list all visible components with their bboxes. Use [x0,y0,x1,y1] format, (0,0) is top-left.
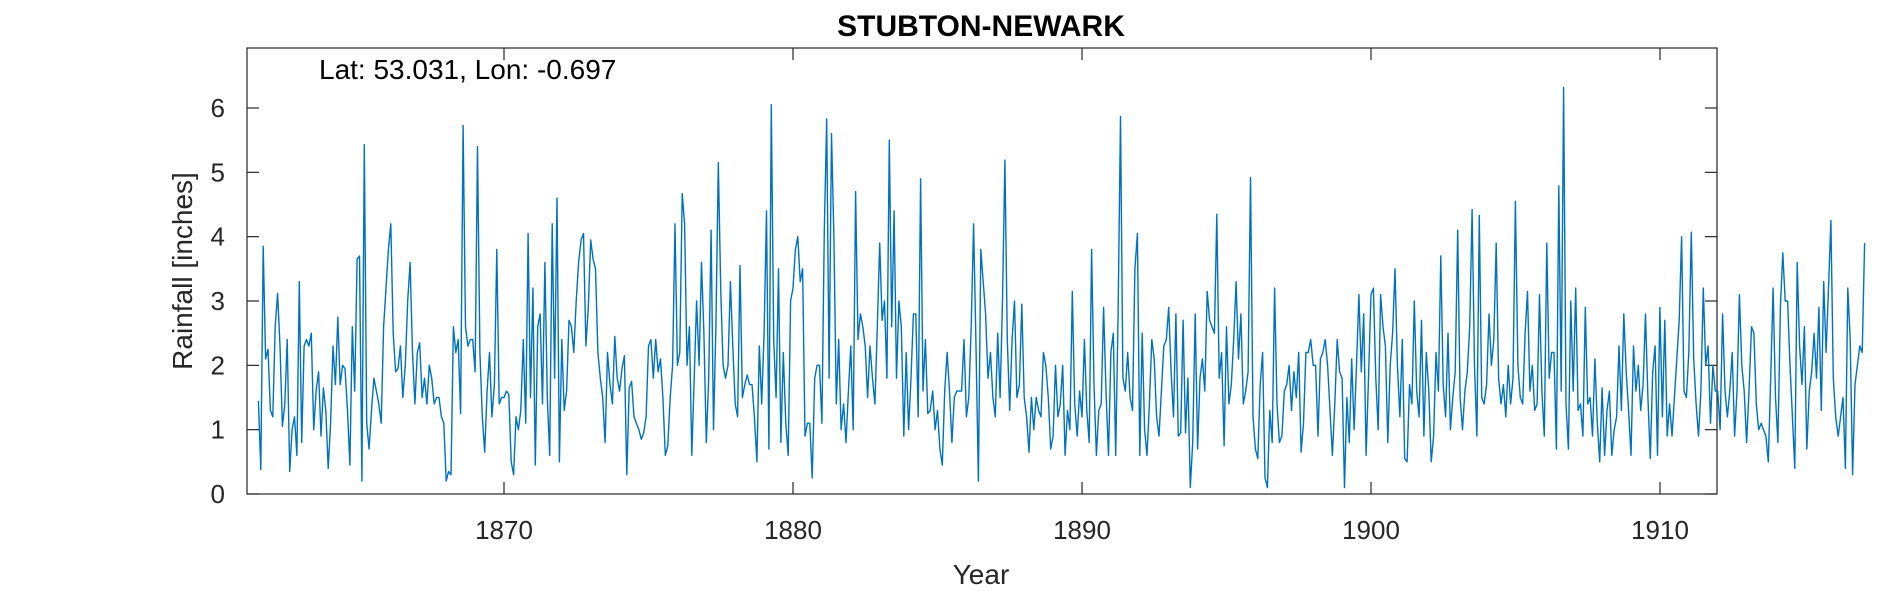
x-tick-label: 1880 [764,515,822,545]
y-tick-label: 6 [211,93,225,123]
x-tick-label: 1870 [475,515,533,545]
y-axis-ticks: 0 1 2 3 4 5 6 [211,93,1717,509]
x-tick-label: 1910 [1631,515,1689,545]
x-axis-ticks: 1870 1880 1890 1900 1910 [475,48,1689,545]
rainfall-series-line [257,86,1866,489]
y-tick-label: 0 [211,479,225,509]
y-tick-label: 2 [211,350,225,380]
location-annotation: Lat: 53.031, Lon: -0.697 [319,54,616,85]
y-tick-label: 3 [211,286,225,316]
y-tick-label: 4 [211,222,225,252]
x-tick-label: 1900 [1342,515,1400,545]
y-tick-label: 5 [211,157,225,187]
y-tick-label: 1 [211,415,225,445]
chart-title: STUBTON-NEWARK [837,10,1125,43]
x-tick-label: 1890 [1053,515,1111,545]
y-axis-label: Rainfall [inches] [167,172,198,370]
x-axis-label: Year [953,559,1010,590]
